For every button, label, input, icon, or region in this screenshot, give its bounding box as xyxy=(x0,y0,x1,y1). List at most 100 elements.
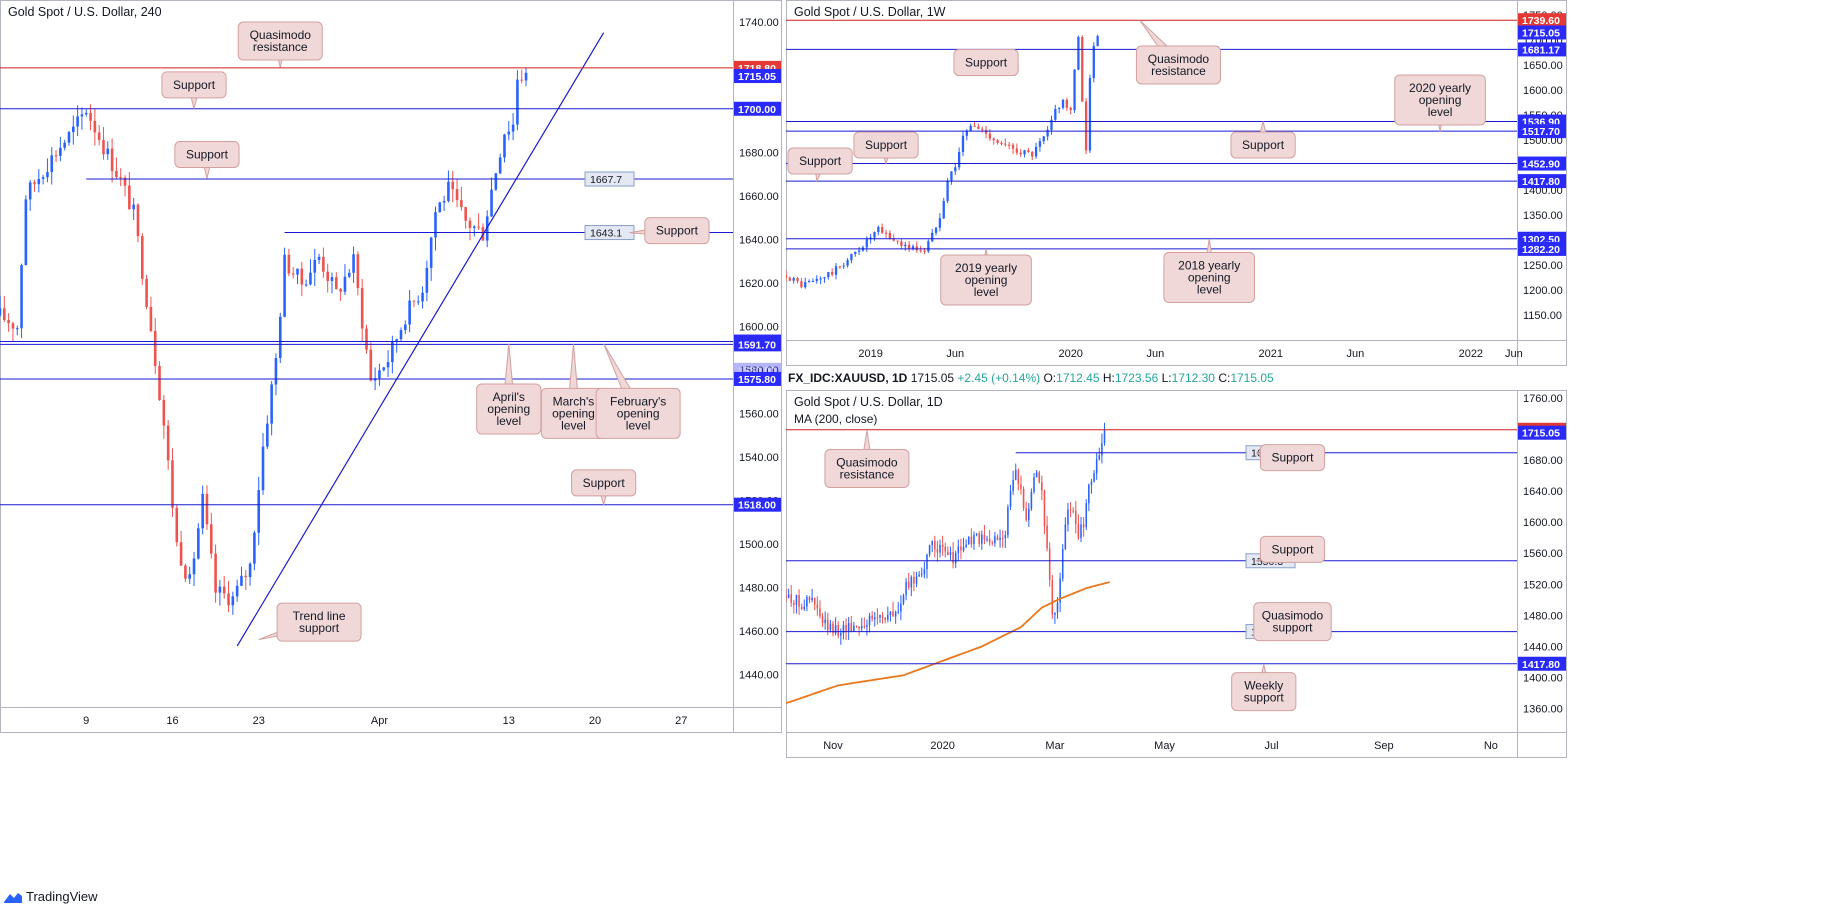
candle-body xyxy=(1098,455,1101,460)
y-tick-label: 1200.00 xyxy=(1523,285,1563,297)
price-tag-label: 1518.00 xyxy=(738,500,776,512)
candle-body xyxy=(819,608,821,617)
candle-body xyxy=(218,586,222,593)
callout-text: level xyxy=(561,418,586,432)
candle-body xyxy=(106,148,110,155)
candle-body xyxy=(503,134,506,158)
candle-body xyxy=(434,212,437,238)
candle-body xyxy=(287,254,291,274)
candle-body xyxy=(808,596,811,601)
callout-text: opening xyxy=(965,273,1008,287)
y-tick-label: 1740.00 xyxy=(739,17,779,29)
header-field: +2.45 (+0.14%) xyxy=(957,371,1043,385)
callout-box xyxy=(595,387,681,439)
candle-body xyxy=(54,155,58,157)
y-tick-label: 1680.00 xyxy=(1523,455,1563,467)
candle-body xyxy=(1051,579,1054,615)
footer xyxy=(0,884,1824,909)
chart-frame xyxy=(786,390,1567,758)
callout-text: resistance xyxy=(253,40,308,54)
candle-body xyxy=(473,226,476,228)
price-tag-label: 1739.60 xyxy=(1522,15,1560,27)
callout-box xyxy=(1394,74,1486,126)
candle-body xyxy=(3,308,6,321)
candle-body xyxy=(823,277,826,279)
candle-body xyxy=(927,241,930,252)
candle-body xyxy=(1095,459,1098,474)
candle-body xyxy=(850,623,853,632)
brand-label: TradingView xyxy=(26,889,98,904)
candle-body xyxy=(356,254,360,289)
y-tick-label: 1150.00 xyxy=(1523,310,1562,322)
price-tag-label: 1591.70 xyxy=(738,339,776,351)
candle-body xyxy=(1065,99,1069,108)
callout-text: support xyxy=(1272,621,1313,635)
candle-body xyxy=(516,79,519,125)
candle-body xyxy=(1046,129,1049,137)
candle-body xyxy=(946,180,949,202)
candle-body xyxy=(907,581,910,588)
candle-body xyxy=(28,182,32,200)
callout-box xyxy=(276,602,362,642)
callout-text: March's xyxy=(553,394,595,408)
tradingview-brand[interactable]: TradingView xyxy=(4,889,98,904)
x-tick-label: 9 xyxy=(83,715,89,727)
callout-box xyxy=(571,469,637,497)
tradingview-logo-icon xyxy=(4,892,22,903)
price-tag-label: 1417.80 xyxy=(1522,176,1560,188)
candle-body xyxy=(904,244,907,247)
candle-body xyxy=(412,300,416,302)
candle-body xyxy=(896,240,899,242)
price-tag-label: 1417.80 xyxy=(1522,659,1560,671)
candle-body xyxy=(1048,548,1051,580)
callout-text: opening xyxy=(552,406,595,420)
candle-body xyxy=(1073,69,1076,111)
candle-body xyxy=(158,365,161,401)
candle-body xyxy=(317,256,321,260)
candle-body xyxy=(227,593,230,606)
candle-body xyxy=(1043,490,1046,526)
candle-body xyxy=(1061,99,1065,108)
candle-body xyxy=(1069,509,1072,511)
candle-body xyxy=(339,289,342,292)
price-tag-box xyxy=(1518,656,1566,671)
candle-body xyxy=(978,533,980,544)
candle-body xyxy=(343,276,347,292)
candle-body xyxy=(1082,524,1085,528)
price-tag-box xyxy=(734,371,781,386)
candle-body xyxy=(524,72,528,81)
callout-box xyxy=(787,147,853,175)
candle-body xyxy=(490,189,493,217)
candle-body xyxy=(970,536,973,544)
candle-body xyxy=(842,265,845,267)
candle-body xyxy=(920,574,923,576)
candle-body xyxy=(871,615,873,620)
y-tick-label: 1520.00 xyxy=(1523,579,1563,591)
y-tick-label: 1480.00 xyxy=(1523,610,1563,622)
candle-body xyxy=(965,130,968,136)
candle-body xyxy=(981,128,984,130)
candle-body xyxy=(15,328,19,330)
callout-text: Support xyxy=(656,224,699,238)
candle-body xyxy=(873,617,876,620)
candle-body xyxy=(378,370,381,379)
candle-body xyxy=(11,323,15,329)
candle-body xyxy=(37,178,41,185)
candle-body xyxy=(988,539,991,543)
candle-body xyxy=(949,552,952,556)
candle-body xyxy=(460,200,463,208)
candle-body xyxy=(1085,503,1088,528)
candle-body xyxy=(132,204,135,210)
candle-body xyxy=(175,507,179,543)
candle-body xyxy=(1031,151,1034,157)
candle-body xyxy=(934,540,936,550)
candle-body xyxy=(1038,141,1042,147)
price-tag-label: 1282.20 xyxy=(1522,244,1560,256)
price-tag-box xyxy=(1518,156,1566,171)
candle-body xyxy=(266,423,269,447)
price-tag-box xyxy=(1518,174,1566,189)
candle-body xyxy=(936,549,939,553)
callout-text: 2019 yearly xyxy=(955,261,1017,275)
candle-body xyxy=(967,536,970,545)
candle-body xyxy=(7,320,10,324)
